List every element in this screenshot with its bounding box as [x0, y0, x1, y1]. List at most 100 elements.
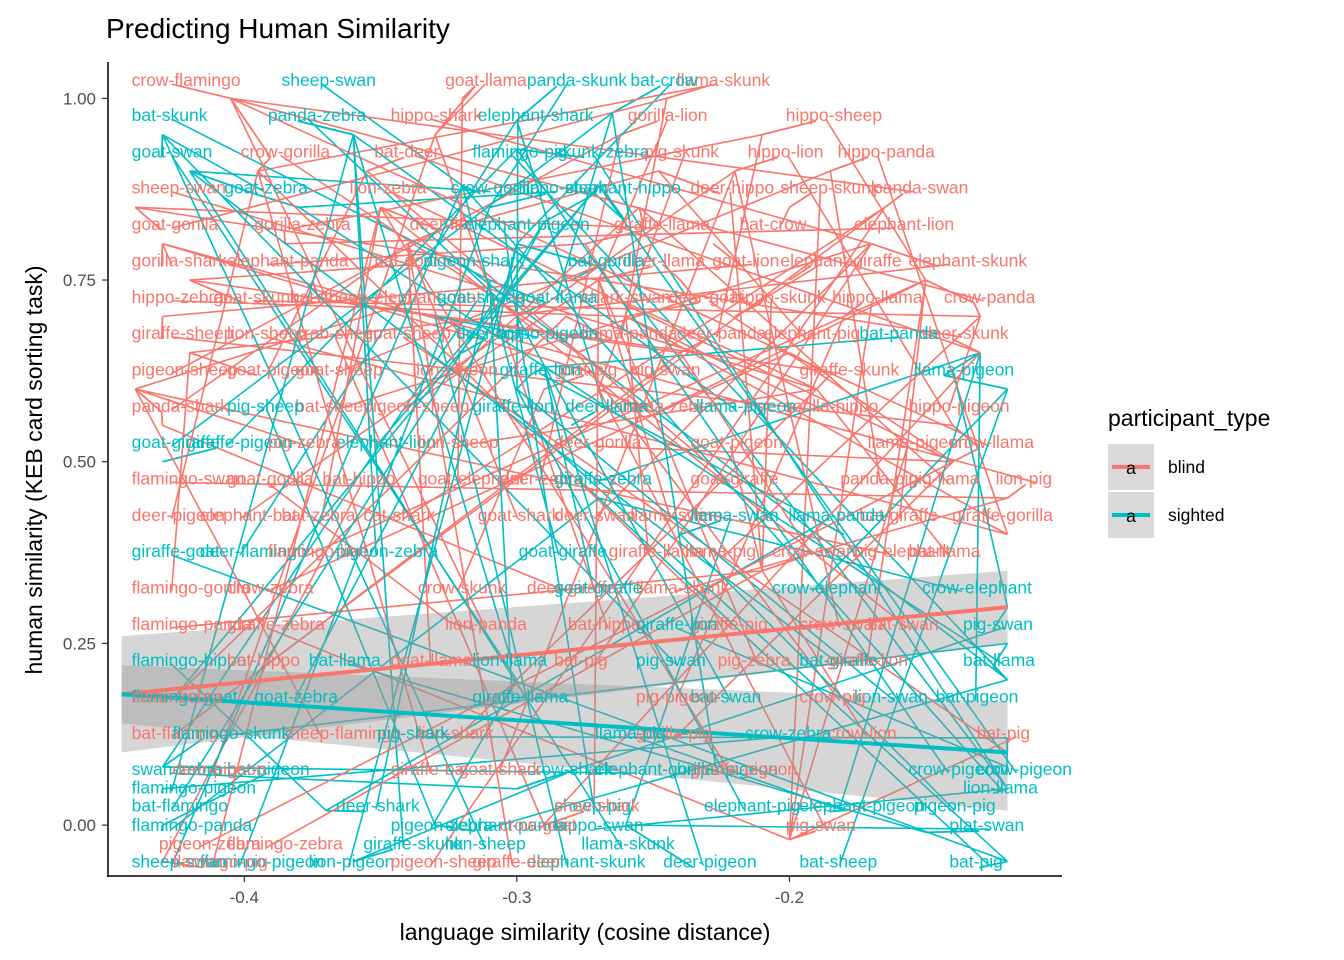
label-connector	[434, 83, 486, 136]
y-tick-label: 0.00	[63, 816, 96, 835]
label-connector	[161, 134, 486, 848]
pair-label: deer-flamingo	[200, 541, 307, 561]
data-point-sighted-30	[992, 606, 1009, 631]
pair-label: flamingo-panda	[132, 815, 253, 835]
label-connector	[516, 148, 950, 774]
label-connector	[638, 206, 949, 484]
pair-label: deer-hippo	[690, 178, 774, 198]
label-connector	[266, 570, 763, 848]
pair-label: hippo-shark	[516, 178, 608, 198]
pair-label: giraffe-lion	[472, 396, 553, 416]
label-connector	[285, 227, 894, 245]
pair-label: goat-sheep	[363, 323, 451, 343]
legend: participant_type a blind a sighted	[1108, 405, 1270, 538]
label-connector	[488, 279, 514, 701]
pair-label: goat-zebra	[224, 178, 308, 198]
label-connector	[162, 736, 785, 790]
label-connector	[511, 409, 1009, 863]
pair-label: bat-swan	[690, 686, 761, 706]
label-connector	[170, 221, 545, 810]
pair-label: elephant-gorilla	[595, 759, 715, 779]
label-connector	[416, 736, 1008, 739]
label-connector	[320, 207, 382, 519]
pair-label: pig-pigeon	[636, 686, 718, 706]
data-point-sighted-1	[516, 85, 558, 121]
legend-label-sighted: sighted	[1168, 505, 1224, 525]
confidence-band-sighted	[121, 665, 1008, 811]
pair-label: panda-zebra	[268, 105, 367, 125]
label-connector	[230, 97, 985, 302]
label-connector	[171, 97, 667, 229]
data-point-blind-43	[160, 411, 164, 426]
x-axis-ticks: -0.4 -0.3 -0.2	[230, 876, 804, 907]
pair-label: crow-lion	[827, 723, 897, 743]
label-connector	[135, 388, 309, 447]
pair-label: pigeon-sheep	[132, 359, 238, 379]
pair-label: goat-pigeon	[690, 432, 782, 452]
data-point-sighted-38	[160, 788, 164, 794]
label-connector	[434, 134, 609, 629]
data-point-blind-2	[666, 85, 708, 100]
label-connector	[761, 570, 868, 738]
pair-label: bat-pig	[949, 851, 1003, 871]
pair-label: lion-shark	[418, 723, 494, 743]
pair-label: goat-gorilla	[132, 214, 219, 234]
label-connector	[171, 133, 621, 375]
label-connector	[865, 279, 927, 665]
pair-label: giraffe-deer	[472, 851, 561, 871]
pair-label: flamingo-pigeon	[200, 851, 325, 871]
pair-label: flamingo-gorilla	[132, 577, 251, 597]
pair-label: panda-swan	[873, 178, 968, 198]
pair-label: goat-skunk	[213, 287, 299, 307]
label-connector	[598, 497, 990, 867]
label-connector	[413, 154, 981, 354]
label-connector	[161, 243, 173, 265]
data-point-sighted-39	[160, 824, 164, 832]
pair-label: lion-pig	[996, 468, 1052, 488]
pair-label: flamingo-goat	[132, 686, 238, 706]
label-connector	[293, 221, 545, 701]
label-connector	[516, 83, 672, 245]
label-connector	[171, 112, 613, 447]
pair-label-layer: crow-flamingo goat-llama llama-skunk sheep-…	[132, 70, 1072, 871]
label-connector	[708, 300, 954, 463]
data-point-blind-25	[679, 279, 700, 304]
label-connector	[348, 243, 518, 866]
label-connector	[161, 134, 677, 665]
pair-label: bat-crow	[739, 214, 806, 234]
pair-label: bat-hippo	[568, 614, 641, 634]
label-connector	[451, 206, 641, 375]
pair-label: llama-pigeon	[914, 359, 1014, 379]
pair-label: llama-pigeon	[696, 396, 796, 416]
label-connector	[171, 83, 231, 100]
pair-label: bat-giraffe	[859, 505, 937, 525]
pair-label: elephant-bat	[200, 505, 297, 525]
label-connector	[876, 155, 1009, 535]
pair-label: flamingo-skunk	[173, 723, 291, 743]
label-connector	[389, 191, 954, 463]
pair-label: hippo-shark	[391, 105, 483, 125]
label-connector	[778, 207, 791, 229]
plot-panel: crow-flamingo goat-llama llama-skunk sheep-…	[121, 70, 1072, 871]
pair-label: llama-pig	[595, 723, 666, 743]
data-point-blind-4	[620, 120, 659, 136]
pair-label: llama-panda	[789, 505, 886, 525]
label-connector	[679, 352, 813, 556]
data-point-blind-49	[448, 620, 476, 631]
pair-label: deer-swan	[554, 505, 636, 525]
label-connector	[189, 170, 623, 848]
pair-label: deer-giraffe	[527, 577, 616, 597]
label-connector	[429, 679, 518, 830]
pair-label: bat-sheep	[290, 287, 368, 307]
pair-label: pigeon-sheep	[363, 396, 469, 416]
data-point-sighted-33	[1005, 766, 1009, 776]
pair-label: lion-sheep	[227, 323, 308, 343]
pair-label: shark-swan	[581, 287, 670, 307]
data-point-blind-11	[134, 206, 163, 231]
label-connector	[171, 772, 517, 790]
pair-label: goat-sheep	[295, 359, 383, 379]
pair-label: deer-pigeon	[173, 759, 266, 779]
pair-label: llama-skunk	[636, 577, 730, 597]
pair-label: deer-lion	[456, 323, 524, 343]
pair-label: deer-pigeon	[663, 851, 756, 871]
